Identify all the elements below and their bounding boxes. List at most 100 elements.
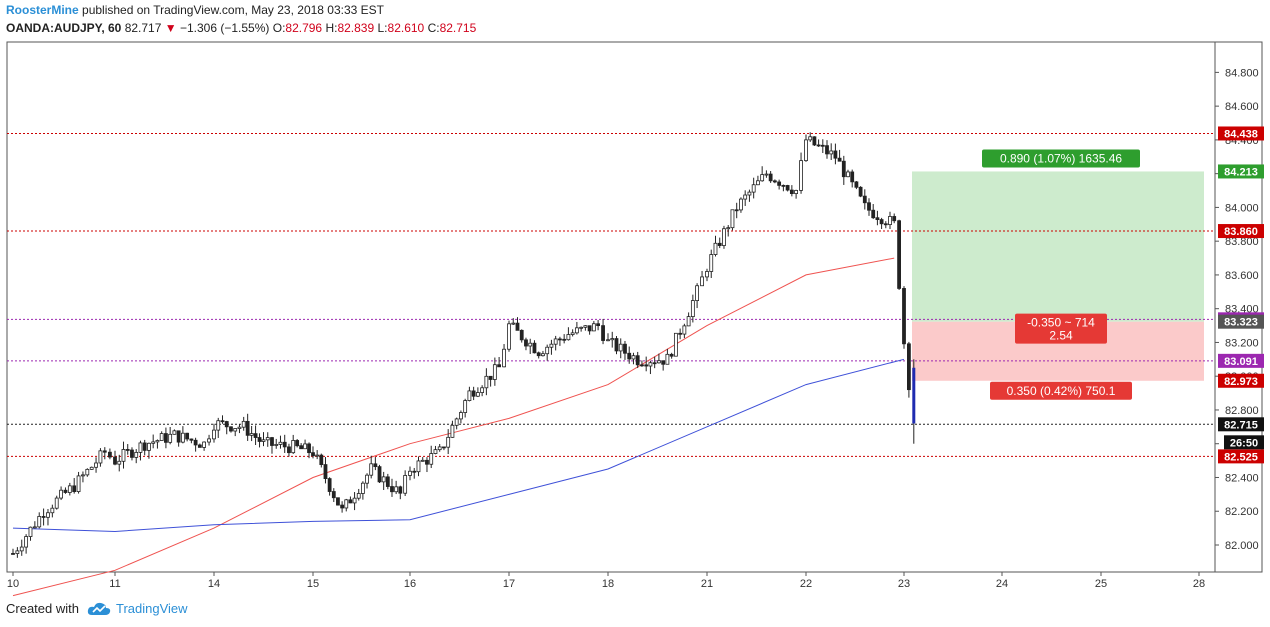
candle-body <box>385 476 390 487</box>
candle-body <box>511 322 516 325</box>
candle-body <box>888 216 892 226</box>
candle-body <box>492 364 497 380</box>
candle-body <box>858 186 863 197</box>
candle-body <box>408 470 412 476</box>
level-label: 83.860 <box>1224 226 1258 238</box>
candle-body <box>138 442 143 453</box>
candle-body <box>253 433 258 438</box>
x-tick-label: 23 <box>898 578 910 590</box>
candle-body <box>202 441 207 448</box>
risk-reward-label-text: 2.54 <box>1049 329 1073 343</box>
candle-body <box>463 400 468 413</box>
author-name[interactable]: RoosterMine <box>6 3 79 17</box>
candle-body <box>245 420 250 436</box>
candle-body <box>833 150 838 159</box>
y-tick-label: 82.000 <box>1225 540 1259 552</box>
risk-reward-label-box <box>1015 313 1107 344</box>
candle-body <box>282 441 287 448</box>
candle-body <box>265 437 270 441</box>
candle-body <box>528 342 533 347</box>
candle-body <box>648 362 653 367</box>
candle-body <box>315 454 320 457</box>
candle-body <box>295 440 300 447</box>
y-tick-label: 84.600 <box>1225 101 1259 113</box>
candle-body <box>785 185 790 191</box>
candle-body <box>875 217 880 220</box>
candle-body <box>606 339 610 342</box>
tradingview-logo[interactable]: TradingView <box>87 601 188 616</box>
candle-body <box>433 449 438 454</box>
candle-body <box>102 450 107 453</box>
candle-body <box>841 160 846 178</box>
y-tick-label: 83.600 <box>1225 270 1259 282</box>
candle-body <box>19 546 24 552</box>
price-chart[interactable]: 82.00082.20082.40082.60082.80083.00083.2… <box>0 0 1270 600</box>
candle-body <box>176 430 181 443</box>
candle-body <box>562 338 567 341</box>
candle-body <box>804 139 808 162</box>
y-tick-label: 83.200 <box>1225 337 1259 349</box>
x-tick-label: 16 <box>404 578 416 590</box>
candle-body <box>398 486 403 494</box>
candle-body <box>574 327 579 334</box>
candle-body <box>709 254 714 272</box>
candle-body <box>327 478 332 492</box>
candle-body <box>220 420 225 423</box>
candle-body <box>67 485 72 493</box>
candle-body <box>837 157 842 162</box>
candle-body <box>117 460 122 465</box>
candle-body <box>89 466 94 470</box>
candle-body <box>360 482 365 494</box>
candle-body <box>717 242 722 246</box>
candle-body <box>373 463 378 468</box>
candle-body <box>587 325 592 332</box>
candle-body <box>695 285 699 301</box>
candle-body <box>180 432 185 443</box>
y-tick-label: 84.800 <box>1225 67 1259 79</box>
candle-body <box>892 216 897 222</box>
candle-body <box>690 300 695 318</box>
candle-body <box>686 316 691 327</box>
profit-label-box <box>982 149 1140 168</box>
candle-body <box>596 323 600 327</box>
candle-body <box>303 443 307 450</box>
candle-body <box>369 463 374 476</box>
entry-badge <box>1218 314 1264 329</box>
x-tick-label: 18 <box>602 578 614 590</box>
down-arrow-icon: ▼ <box>164 21 177 35</box>
open-value: 82.796 <box>285 21 323 35</box>
publish-line: RoosterMine published on TradingView.com… <box>6 3 384 17</box>
candle-body <box>519 329 524 341</box>
y-tick-label: 82.400 <box>1225 472 1259 484</box>
candle-body <box>274 444 279 446</box>
candle-body <box>635 355 640 366</box>
candle-body <box>193 439 198 446</box>
candle-body <box>820 144 825 147</box>
candle-body <box>28 526 33 537</box>
candle-body <box>291 440 296 454</box>
candle-body <box>130 449 134 458</box>
candle-body <box>121 449 126 462</box>
countdown-label: 26:50 <box>1230 437 1258 449</box>
purple-level-badge <box>1218 353 1264 368</box>
last-price-badge <box>1218 417 1264 432</box>
candle-body <box>224 421 229 428</box>
footer: Created with TradingView <box>6 601 188 616</box>
candle-body <box>467 390 472 401</box>
candle-body <box>579 326 584 329</box>
candle-body <box>673 332 678 357</box>
candle-body <box>570 332 575 335</box>
candle-body <box>98 450 103 464</box>
candle-body <box>11 553 15 555</box>
candle-body <box>63 489 68 493</box>
stop-label: 82.973 <box>1224 376 1258 388</box>
candle-body <box>601 325 605 341</box>
candle-body <box>356 493 361 499</box>
candle-body <box>640 364 644 367</box>
candle-body <box>739 198 743 211</box>
candle-body <box>816 144 821 147</box>
candle-body <box>883 223 888 226</box>
candle-body <box>781 184 786 187</box>
candle-body <box>808 136 813 141</box>
candle-body <box>352 497 357 504</box>
